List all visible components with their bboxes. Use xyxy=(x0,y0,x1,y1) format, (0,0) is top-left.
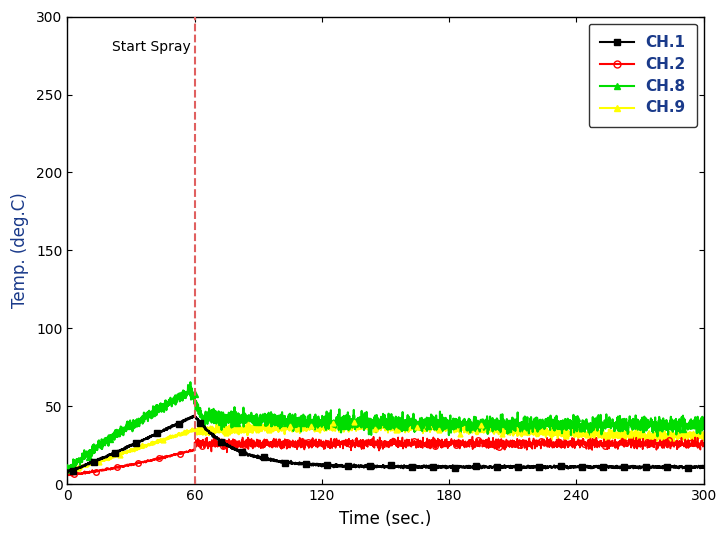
Legend: CH.1, CH.2, CH.8, CH.9: CH.1, CH.2, CH.8, CH.9 xyxy=(588,24,697,127)
Y-axis label: Temp. (deg.C): Temp. (deg.C) xyxy=(11,192,29,308)
X-axis label: Time (sec.): Time (sec.) xyxy=(339,510,432,528)
Text: Start Spray: Start Spray xyxy=(111,40,190,54)
